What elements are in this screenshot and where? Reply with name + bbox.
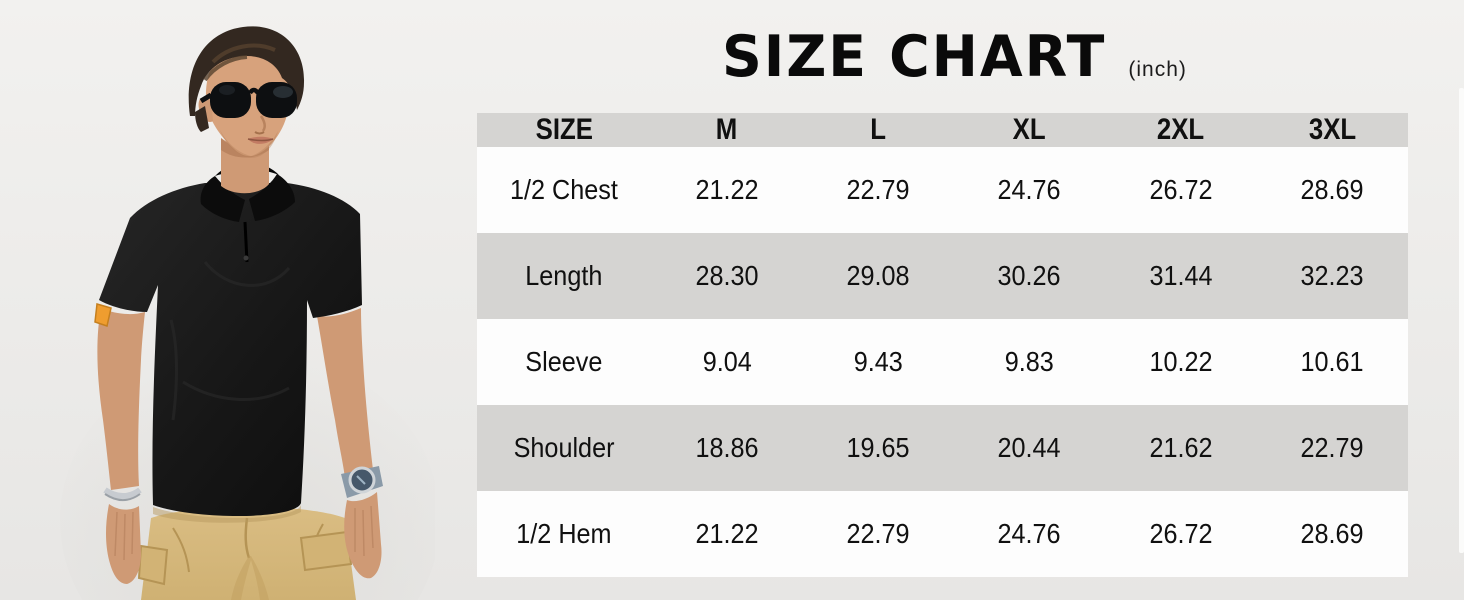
measurement-label: Length xyxy=(525,260,603,291)
row-label: 1/2 Chest xyxy=(477,147,651,233)
col-header-label: 3XL xyxy=(1308,113,1356,146)
cell-value: 26.72 xyxy=(1149,518,1213,549)
measurement-label: 1/2 Chest xyxy=(510,174,618,205)
cell-value: 20.44 xyxy=(997,432,1062,463)
cell-value: 10.22 xyxy=(1149,346,1213,377)
col-header-label: 2XL xyxy=(1157,113,1205,146)
table-row-sleeve: Sleeve 9.04 9.43 9.83 10.22 10.61 xyxy=(477,319,1408,405)
cell-value: 24.76 xyxy=(997,174,1062,205)
col-header-label: M xyxy=(716,113,738,146)
model-head xyxy=(188,26,305,194)
cell-value: 28.69 xyxy=(1300,518,1364,549)
col-header-m: M xyxy=(651,113,802,147)
table-header-row: SIZE M L XL 2XL 3XL xyxy=(477,113,1408,147)
cell-value: 19.65 xyxy=(846,432,910,463)
row-label: Shoulder xyxy=(477,405,651,491)
col-header-label: SIZE xyxy=(535,113,593,146)
measurement-label: Shoulder xyxy=(513,432,615,463)
cell-value: 9.83 xyxy=(1005,346,1055,377)
cell-value: 22.79 xyxy=(1300,432,1364,463)
model-pants xyxy=(137,506,356,600)
cell-value: 22.79 xyxy=(846,174,910,205)
cargo-pocket-right xyxy=(299,530,353,572)
cell-value: 21.22 xyxy=(695,174,759,205)
table-row-half-chest: 1/2 Chest 21.22 22.79 24.76 26.72 28.69 xyxy=(477,147,1408,233)
page-title: SIZE CHART xyxy=(722,24,1107,90)
row-label: 1/2 Hem xyxy=(477,491,651,577)
col-header-2xl: 2XL xyxy=(1105,113,1256,147)
cell-value: 26.72 xyxy=(1149,174,1213,205)
cell-value: 10.61 xyxy=(1300,346,1364,377)
col-header-l: L xyxy=(802,113,953,147)
measurement-label: Sleeve xyxy=(525,346,603,377)
cell-value: 18.86 xyxy=(695,432,759,463)
model-watch xyxy=(341,466,383,498)
cell-value: 9.43 xyxy=(853,346,903,377)
col-header-label: XL xyxy=(1013,113,1047,146)
cell-value: 28.30 xyxy=(695,260,759,291)
table-row-length: Length 28.30 29.08 30.26 31.44 32.23 xyxy=(477,233,1408,319)
model-arms xyxy=(97,308,383,584)
unit-label: (inch) xyxy=(1128,58,1187,81)
col-header-size: SIZE xyxy=(477,113,651,147)
right-edge-strip xyxy=(1459,88,1464,553)
cell-value: 24.76 xyxy=(997,518,1062,549)
polo-button xyxy=(243,255,249,261)
measurement-label: 1/2 Hem xyxy=(516,518,612,549)
cargo-pocket-left xyxy=(137,544,169,586)
cell-value: 29.08 xyxy=(846,260,910,291)
cell-value: 9.04 xyxy=(702,346,752,377)
size-chart-table: SIZE M L XL 2XL 3XL 1/2 Chest 21.22 22.7… xyxy=(477,113,1426,577)
size-chart-header: SIZE CHART (inch) xyxy=(477,26,1426,89)
model-sunglasses xyxy=(199,82,297,118)
model-photo xyxy=(60,26,435,600)
col-header-label: L xyxy=(870,113,887,146)
cell-value: 21.22 xyxy=(695,518,759,549)
table-row-shoulder: Shoulder 18.86 19.65 20.44 21.62 22.79 xyxy=(477,405,1408,491)
col-header-xl: XL xyxy=(954,113,1105,147)
cell-value: 30.26 xyxy=(997,260,1062,291)
row-label: Length xyxy=(477,233,651,319)
table-row-half-hem: 1/2 Hem 21.22 22.79 24.76 26.72 28.69 xyxy=(477,491,1408,577)
cell-value: 28.69 xyxy=(1300,174,1364,205)
cell-value: 32.23 xyxy=(1300,260,1364,291)
model-bracelet xyxy=(103,487,142,501)
cell-value: 31.44 xyxy=(1149,260,1213,291)
col-header-3xl: 3XL xyxy=(1257,113,1408,147)
sleeve-tag xyxy=(94,303,112,327)
row-label: Sleeve xyxy=(477,319,651,405)
cell-value: 22.79 xyxy=(846,518,910,549)
cell-value: 21.62 xyxy=(1149,432,1213,463)
